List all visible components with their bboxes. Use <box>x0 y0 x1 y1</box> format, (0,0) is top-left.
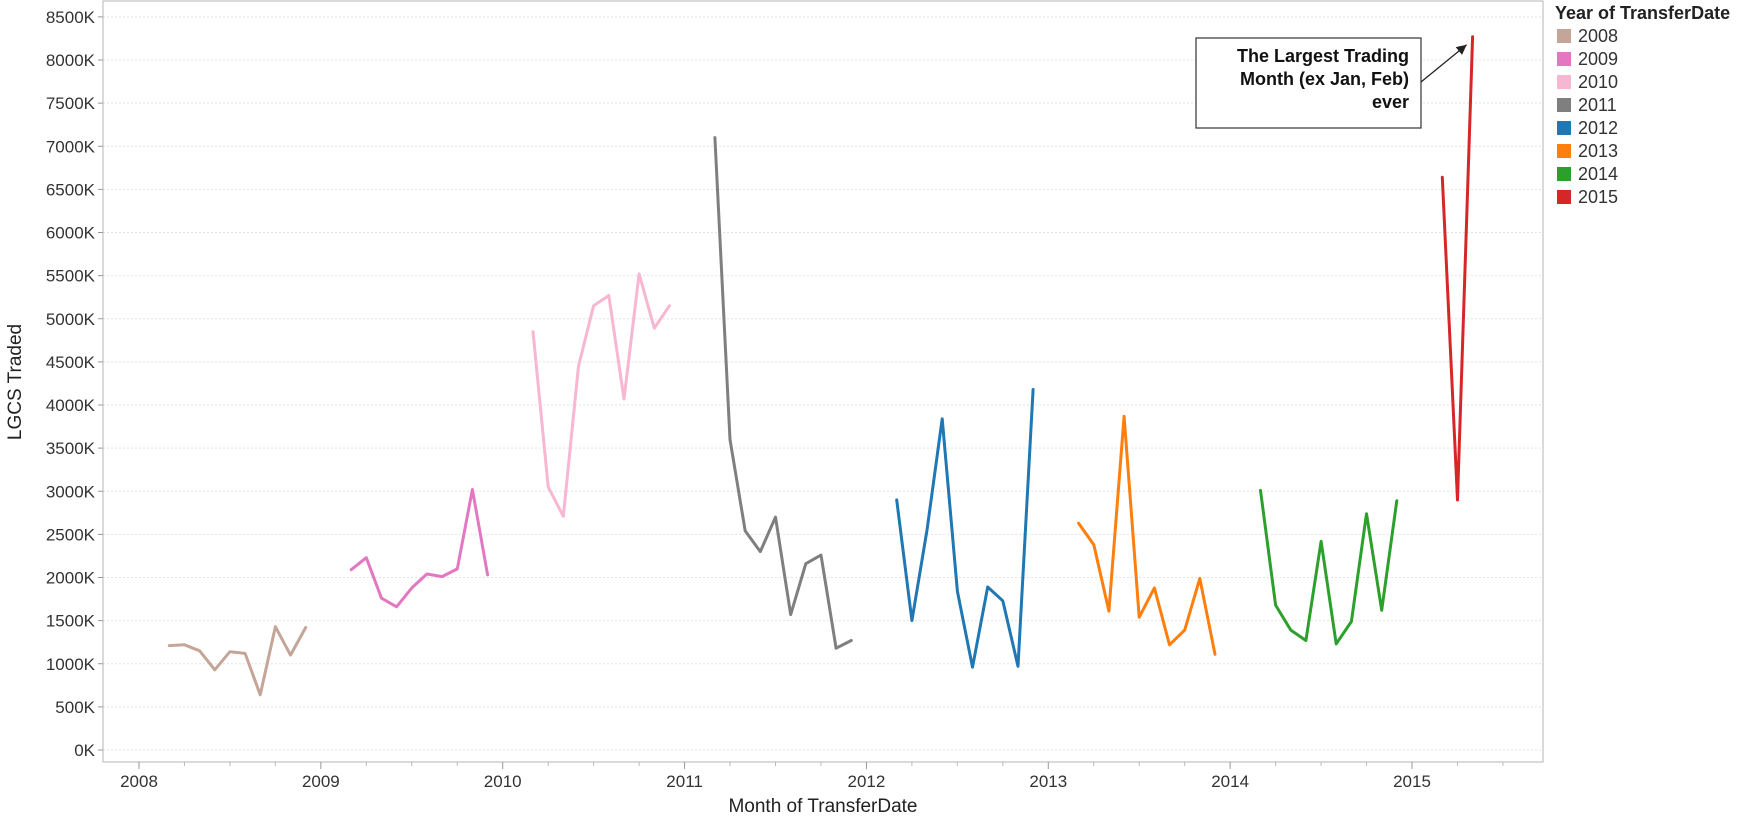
y-tick-label: 500K <box>55 698 95 717</box>
annotation: The Largest Trading Month (ex Jan, Feb) ev… <box>1195 37 1468 129</box>
annotation-text: Month (ex Jan, Feb) <box>1240 69 1409 89</box>
y-tick-label: 7000K <box>46 137 96 156</box>
y-axis-title: LGCS Traded <box>5 324 26 440</box>
x-tick-label: 2013 <box>1029 772 1067 791</box>
legend: Year of TransferDate 2008 2009 2010 2011 201… <box>1555 3 1730 207</box>
x-tick-label: 2012 <box>848 772 886 791</box>
x-axis-title: Month of TransferDate <box>728 796 917 817</box>
y-tick-label: 0K <box>74 741 95 760</box>
legend-swatch <box>1557 29 1571 43</box>
series-line-2009 <box>349 488 490 609</box>
x-tick-label: 2014 <box>1211 772 1249 791</box>
y-tick-label: 5000K <box>46 310 96 329</box>
legend-label: 2008 <box>1578 26 1618 46</box>
legend-label: 2009 <box>1578 49 1618 69</box>
series-line-2012 <box>895 388 1035 669</box>
series-line-2011 <box>713 136 853 650</box>
y-tick-label: 7500K <box>46 94 96 113</box>
y-tick-label: 6000K <box>46 224 96 243</box>
legend-swatch <box>1557 167 1571 181</box>
legend-label: 2010 <box>1578 72 1618 92</box>
y-tick-label: 5500K <box>46 267 96 286</box>
y-tick-label: 3500K <box>46 439 96 458</box>
y-tick-label: 4500K <box>46 353 96 372</box>
legend-swatch <box>1557 190 1571 204</box>
x-tick-label: 2010 <box>484 772 522 791</box>
legend-swatch <box>1557 75 1571 89</box>
legend-swatch <box>1557 52 1571 66</box>
y-tick-label: 3000K <box>46 482 96 501</box>
y-tick-label: 4000K <box>46 396 96 415</box>
y-tick-label: 2000K <box>46 569 96 588</box>
annotation-text: The Largest Trading <box>1237 46 1409 66</box>
y-tick-label: 1500K <box>46 612 96 631</box>
legend-label: 2013 <box>1578 141 1618 161</box>
series-line-2008 <box>167 625 308 697</box>
series-line-2014 <box>1259 488 1399 646</box>
legend-swatch <box>1557 144 1571 158</box>
series-line-2013 <box>1077 414 1217 656</box>
y-tick-label: 8500K <box>46 8 96 27</box>
legend-label: 2014 <box>1578 164 1618 184</box>
series-line-2015 <box>1440 35 1475 502</box>
legend-label: 2012 <box>1578 118 1618 138</box>
annotation-box <box>1195 37 1422 129</box>
y-tick-label: 2500K <box>46 525 96 544</box>
y-tick-label: 1000K <box>46 655 96 674</box>
y-axis: 0K 500K 1000K 1500K 2000K 2500K 3000K 3500K 4000… <box>46 8 103 760</box>
y-tick-label: 6500K <box>46 180 96 199</box>
legend-label: 2011 <box>1578 95 1617 115</box>
x-tick-label: 2011 <box>666 772 703 791</box>
annotation-arrowhead <box>1455 44 1467 55</box>
x-tick-label: 2008 <box>120 772 158 791</box>
legend-swatch <box>1557 98 1571 112</box>
y-tick-label: 8000K <box>46 51 96 70</box>
legend-title: Year of TransferDate <box>1555 3 1730 23</box>
gridlines <box>103 16 1543 751</box>
plot-area <box>102 0 1544 763</box>
annotation-text: ever <box>1372 92 1409 112</box>
x-axis: 2008 2009 2010 2011 2012 2013 2014 2015 <box>120 762 1504 791</box>
series-lines <box>167 35 1475 697</box>
x-tick-label: 2009 <box>302 772 340 791</box>
x-tick-label: 2015 <box>1393 772 1431 791</box>
legend-label: 2015 <box>1578 187 1618 207</box>
series-line-2010 <box>531 272 671 518</box>
legend-swatch <box>1557 121 1571 135</box>
